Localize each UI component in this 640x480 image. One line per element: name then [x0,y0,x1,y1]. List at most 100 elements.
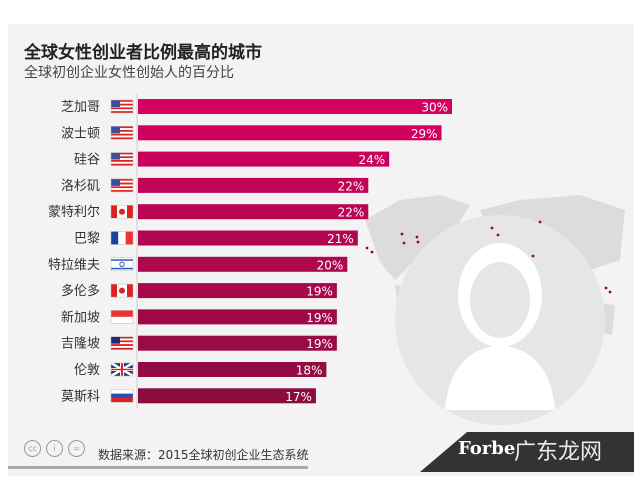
flag-part [111,368,133,371]
flag-part [111,182,133,185]
data-label: 29% [411,127,438,141]
flag-border [110,152,134,166]
bar-row: 波士顿 29% [61,125,442,141]
flag-part [119,208,125,215]
source-note: 数据来源：2015全球初创企业生态系统 [98,448,309,462]
flag-part [111,257,133,271]
flag-border [110,389,134,403]
category-label: 特拉维夫 [48,258,100,273]
flag-part [111,397,133,403]
flag-part [111,267,133,270]
bar [138,177,369,193]
flag-part [111,137,133,140]
flag-fr-icon [110,231,134,245]
chart-subtitle: 全球初创企业女性创始人的百分比 [24,65,234,81]
flag-border [110,257,134,272]
bar-row: 伦敦 18% [74,361,327,378]
flag-part [111,310,133,317]
bar-row: 吉隆坡 19% [61,335,337,352]
flag-part [111,184,133,187]
flag-part [111,284,117,298]
flag-part [111,163,133,166]
category-label: 芝加哥 [61,99,100,115]
flag-ca-icon [110,204,134,219]
map-city-dot [608,290,612,294]
flag-border [110,362,134,377]
flag-part [111,131,133,134]
bar [138,335,337,351]
map-city-dot [538,220,542,224]
category-label: 巴黎 [74,232,100,247]
category-label: 伦敦 [74,362,100,378]
flag-part [111,389,133,394]
flag-part [111,259,133,261]
data-label: 19% [306,311,333,325]
flag-part [111,336,133,339]
bar-row: 洛杉矶 22% [61,177,369,194]
flag-us-icon [110,178,134,193]
flag-us-icon [110,126,134,140]
category-label: 硅谷 [74,153,100,168]
chart-title: 全球女性创业者比例最高的城市 [24,43,262,63]
flag-border [110,178,134,193]
flag-part [125,231,133,245]
bar-row: 莫斯科 17% [61,388,316,404]
map-city-dot [604,286,608,290]
flag-us-icon [110,99,134,114]
woman-avatar-icon [395,215,605,425]
flag-part [111,205,117,219]
flag-border [110,283,134,298]
map-city-dot [496,233,500,237]
bar-row: 巴黎 21% [74,230,358,247]
bar [138,230,358,246]
flag-part [118,231,126,245]
map-city-dot [402,241,406,245]
data-label: 24% [359,153,386,167]
bar [138,151,390,167]
data-label: 30% [421,101,448,115]
map-city-dot [415,235,419,239]
flag-border [110,336,134,350]
flag-part [111,161,133,164]
flag-border [110,204,134,219]
bar [138,283,337,299]
bar [138,204,369,220]
bar-row: 蒙特利尔 22% [48,204,369,220]
flag-part [111,188,133,191]
bar [138,309,337,325]
flag-part [111,154,133,157]
flag-part [119,261,125,267]
category-label: 蒙特利尔 [48,205,100,220]
flag-part [111,100,133,102]
watermark: 广东龙网 [514,440,603,465]
bar [138,362,327,377]
data-label: 22% [338,179,365,193]
data-label: 18% [296,364,323,378]
flag-border [110,231,134,245]
flag-border [110,126,134,140]
flag-part [111,231,119,245]
flag-part [111,130,133,132]
data-label: 21% [327,232,354,246]
cc-license-icon: cc [24,440,41,457]
flag-part [111,158,133,161]
map-city-dot [365,246,369,250]
flag-part [111,135,133,138]
flag-part [111,180,133,183]
flag-ru-icon [110,389,134,403]
flag-ca-icon [110,283,134,298]
flag-part [111,133,133,136]
flag-my-icon [110,336,134,350]
cc-nd-icon: = [68,440,85,457]
bar-row: 硅谷 24% [74,151,390,168]
flag-part [111,128,133,131]
bar [138,388,316,404]
brand-logo: Forbe [458,438,516,459]
flag-part [111,178,133,181]
flag-part [111,126,133,129]
flag-part [111,107,133,110]
flag-part [111,393,133,398]
category-label: 莫斯科 [61,389,100,404]
bar-row: 新加坡 19% [61,309,337,325]
